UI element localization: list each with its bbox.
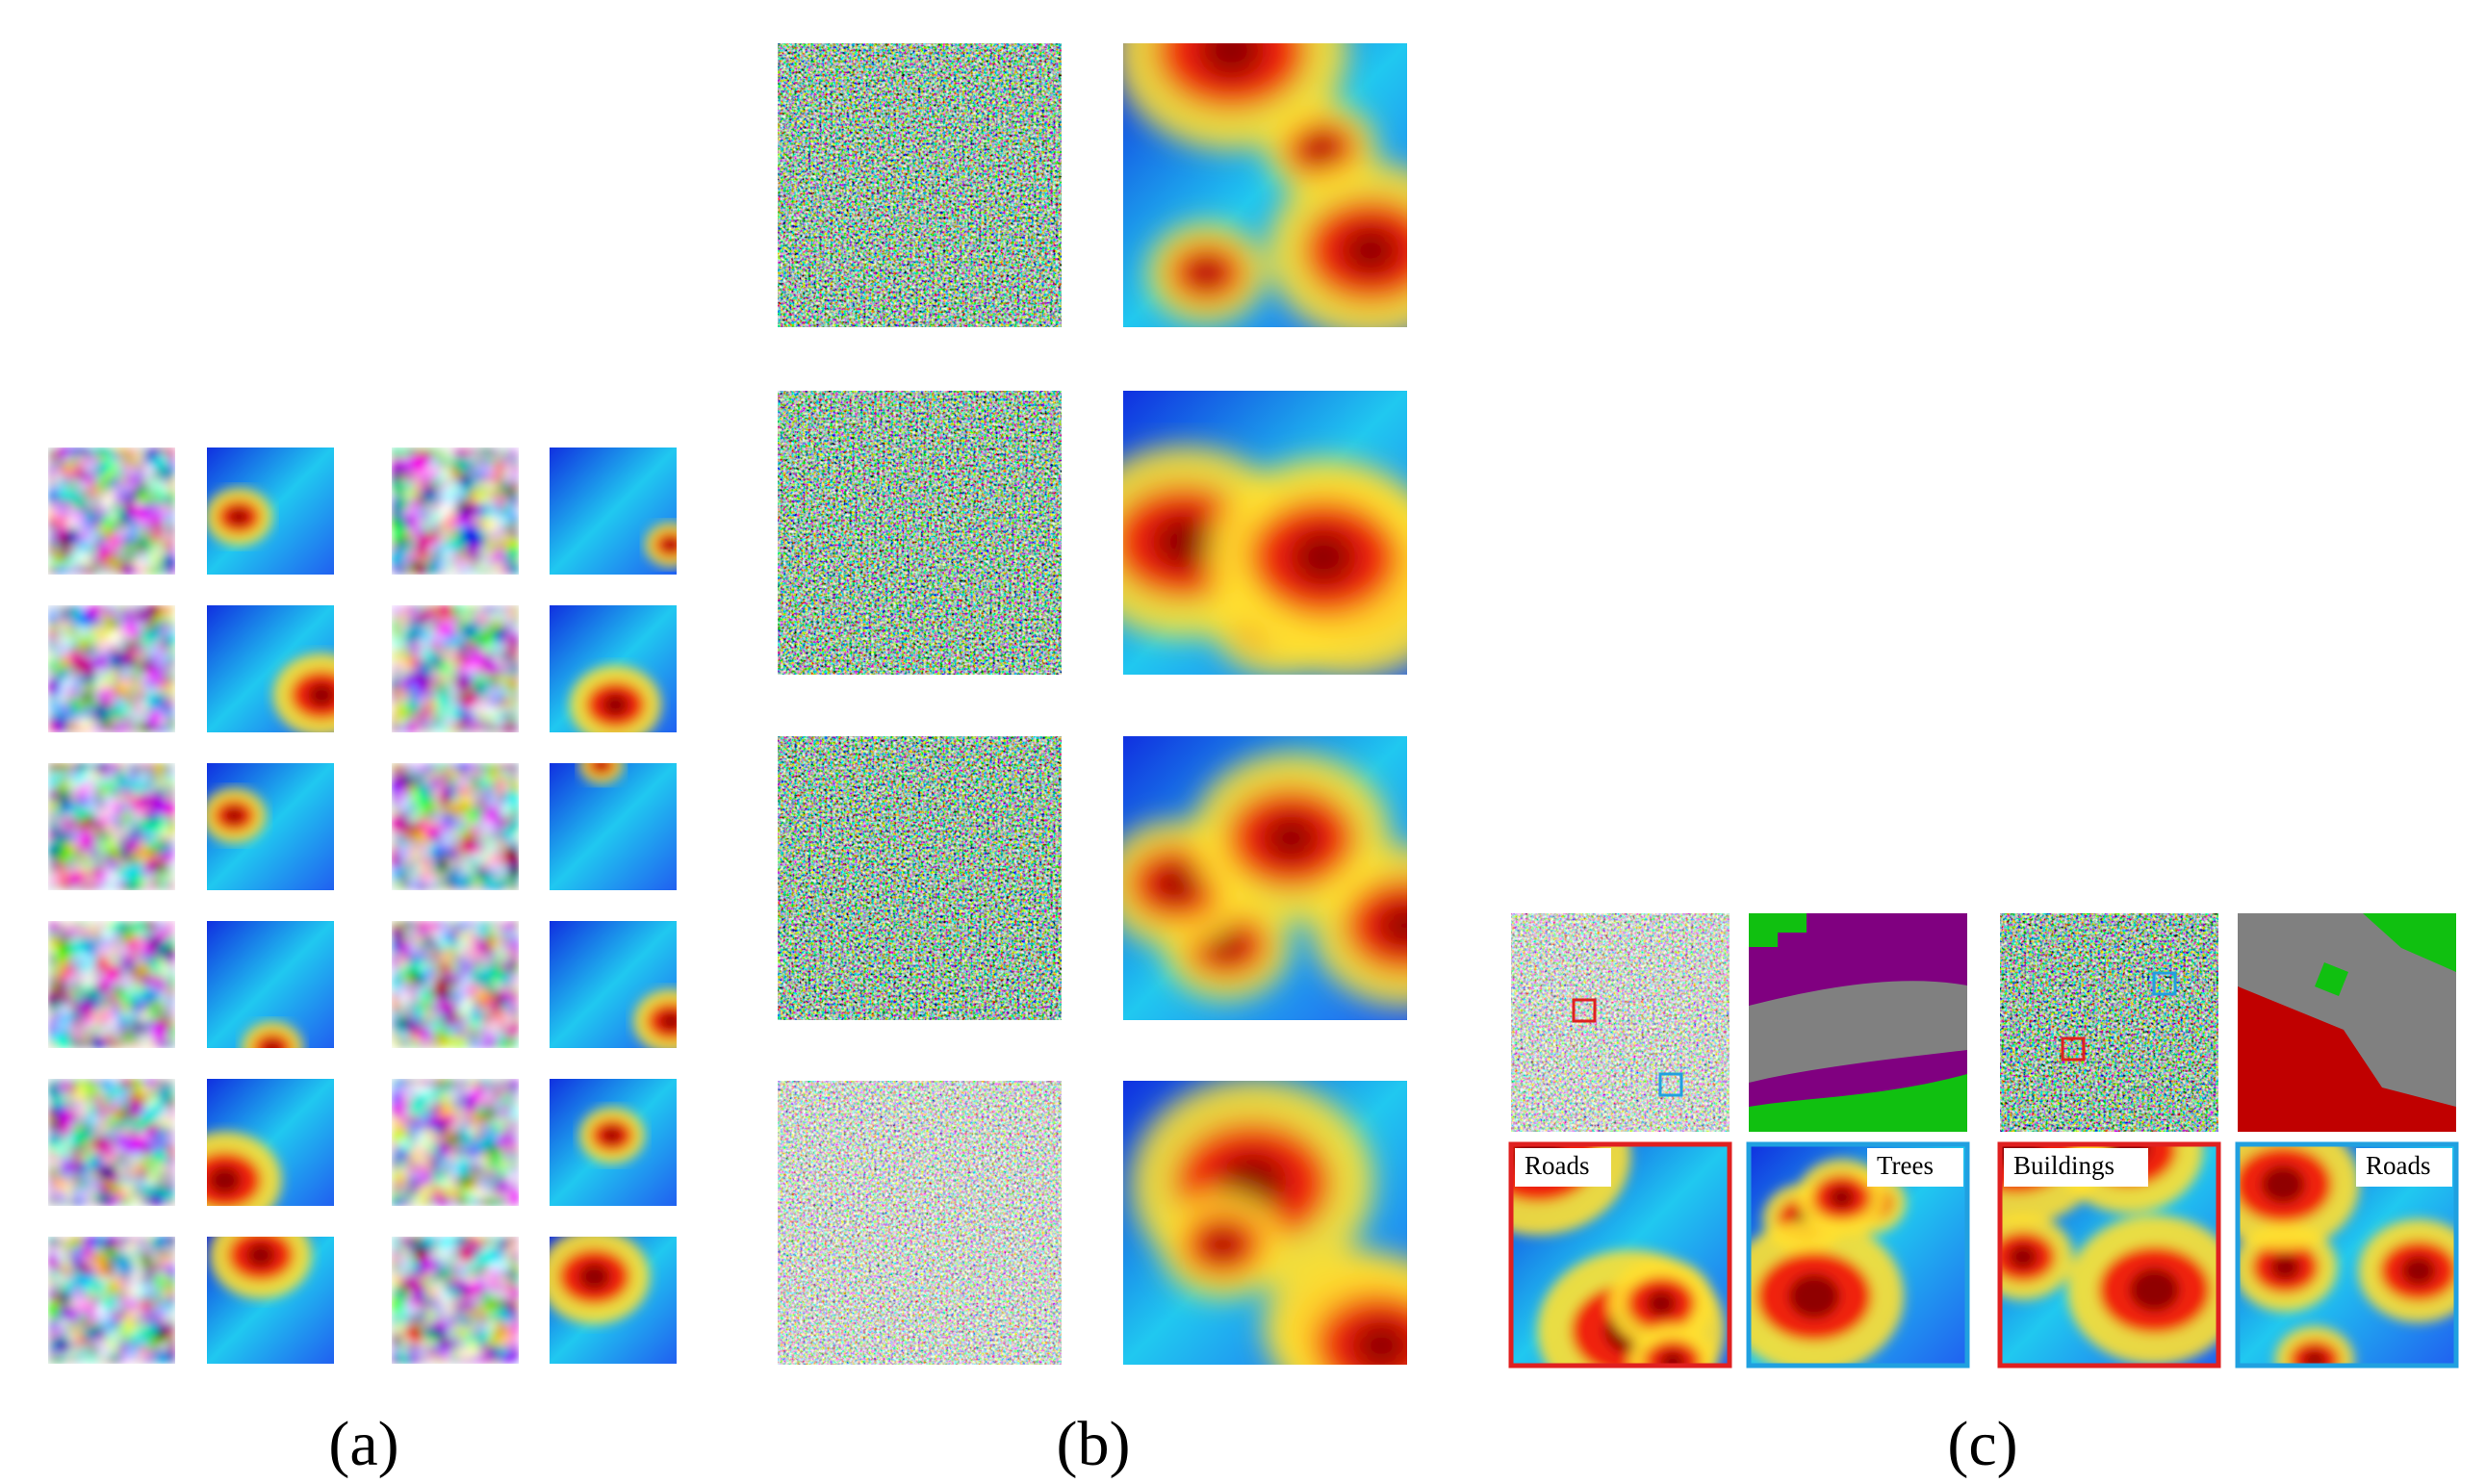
heatmap (550, 1079, 677, 1206)
heatmap (207, 763, 334, 890)
panel-label: (b) (1057, 1409, 1131, 1479)
image-patch (48, 921, 175, 1048)
highlight-box (2061, 1036, 2086, 1062)
image-patch (392, 448, 519, 575)
image-patch (392, 921, 519, 1048)
tag: Roads (1525, 1151, 1590, 1180)
heatmap (207, 448, 334, 575)
highlight-box (1572, 998, 1597, 1023)
heatmap (1123, 43, 1407, 327)
heatmap-frame (1997, 1141, 2221, 1369)
image-patch (2000, 913, 2218, 1132)
image-patch (48, 763, 175, 890)
heatmap (550, 448, 677, 575)
heatmap (1123, 1081, 1407, 1365)
heatmap (207, 605, 334, 732)
image-patch (392, 763, 519, 890)
tag: Buildings (2013, 1151, 2114, 1180)
heatmap (550, 763, 677, 890)
image-patch (1511, 913, 1730, 1132)
segmentation-map (2238, 913, 2456, 1132)
tag: Trees (1877, 1151, 1934, 1180)
heatmap (207, 921, 334, 1048)
tag-background (2004, 1148, 2148, 1187)
tag: Roads (2366, 1151, 2431, 1180)
image-patch (778, 43, 1062, 327)
panel-label: (a) (328, 1409, 398, 1479)
image-patch (48, 1079, 175, 1206)
heatmap-frame (1746, 1141, 1970, 1369)
image-patch (48, 448, 175, 575)
image-patch (778, 736, 1062, 1020)
heatmap (207, 1079, 334, 1206)
heatmap-frame (1508, 1141, 1732, 1369)
image-patch (778, 1081, 1062, 1365)
tag-background (1867, 1148, 1963, 1187)
panel-label: (c) (1947, 1409, 2017, 1479)
image-patch (48, 605, 175, 732)
image-patch (392, 605, 519, 732)
heatmap (550, 1237, 677, 1364)
highlight-box (1658, 1072, 1683, 1097)
tag-background (1515, 1148, 1611, 1187)
heatmap (1123, 391, 1407, 675)
image-patch (778, 391, 1062, 675)
highlight-box (2152, 971, 2177, 996)
heatmap (550, 921, 677, 1048)
segmentation-map (1749, 913, 1967, 1132)
heatmap (550, 605, 677, 732)
image-patch (392, 1079, 519, 1206)
heatmap-frame (2235, 1141, 2459, 1369)
heatmap (1123, 736, 1407, 1020)
heatmap (207, 1237, 334, 1364)
image-patch (392, 1237, 519, 1364)
image-patch (48, 1237, 175, 1364)
tag-background (2356, 1148, 2452, 1187)
